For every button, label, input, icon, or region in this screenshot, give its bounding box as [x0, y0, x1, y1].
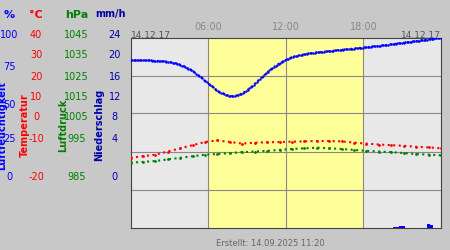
Bar	[208, 38, 364, 228]
Text: Temperatur: Temperatur	[20, 93, 30, 157]
Bar	[402, 226, 405, 228]
Text: 4: 4	[112, 134, 118, 144]
Text: 30: 30	[30, 50, 42, 59]
Bar	[431, 225, 433, 228]
Text: -10: -10	[28, 134, 44, 144]
Text: 06:00: 06:00	[194, 22, 222, 32]
Text: mm/h: mm/h	[95, 10, 126, 20]
Text: %: %	[4, 10, 14, 20]
Text: 24: 24	[108, 30, 121, 40]
Bar	[400, 226, 402, 228]
Text: 1005: 1005	[64, 112, 89, 122]
Text: 20: 20	[30, 72, 42, 82]
Text: 1015: 1015	[64, 92, 89, 102]
Text: 40: 40	[30, 30, 42, 40]
Text: 50: 50	[3, 100, 15, 110]
Text: 1035: 1035	[64, 50, 89, 59]
Text: 985: 985	[67, 172, 86, 182]
Text: 0: 0	[6, 172, 12, 182]
Text: hPa: hPa	[65, 10, 88, 20]
Text: 100: 100	[0, 30, 18, 40]
Bar	[396, 227, 399, 228]
Text: Luftdruck: Luftdruck	[58, 98, 68, 152]
Text: 75: 75	[3, 62, 15, 72]
Bar	[428, 224, 430, 228]
Text: 18:00: 18:00	[350, 22, 377, 32]
Text: Niederschlag: Niederschlag	[94, 89, 104, 161]
Text: 14.12.17: 14.12.17	[401, 31, 441, 40]
Text: 8: 8	[112, 112, 118, 122]
Text: 1025: 1025	[64, 72, 89, 82]
Text: 995: 995	[67, 134, 86, 144]
Bar	[393, 227, 396, 228]
Text: 12: 12	[108, 92, 121, 102]
Text: 12:00: 12:00	[272, 22, 300, 32]
Text: 0: 0	[112, 172, 118, 182]
Text: 14.12.17: 14.12.17	[130, 31, 171, 40]
Text: 20: 20	[108, 50, 121, 59]
Text: Erstellt: 14.09.2025 11:20: Erstellt: 14.09.2025 11:20	[216, 238, 324, 248]
Text: 10: 10	[30, 92, 42, 102]
Text: Luftfeuchtigkeit: Luftfeuchtigkeit	[0, 80, 7, 170]
Text: 0: 0	[33, 112, 39, 122]
Text: 16: 16	[108, 72, 121, 82]
Text: -20: -20	[28, 172, 44, 182]
Text: °C: °C	[29, 10, 43, 20]
Text: 25: 25	[3, 134, 15, 144]
Text: 1045: 1045	[64, 30, 89, 40]
